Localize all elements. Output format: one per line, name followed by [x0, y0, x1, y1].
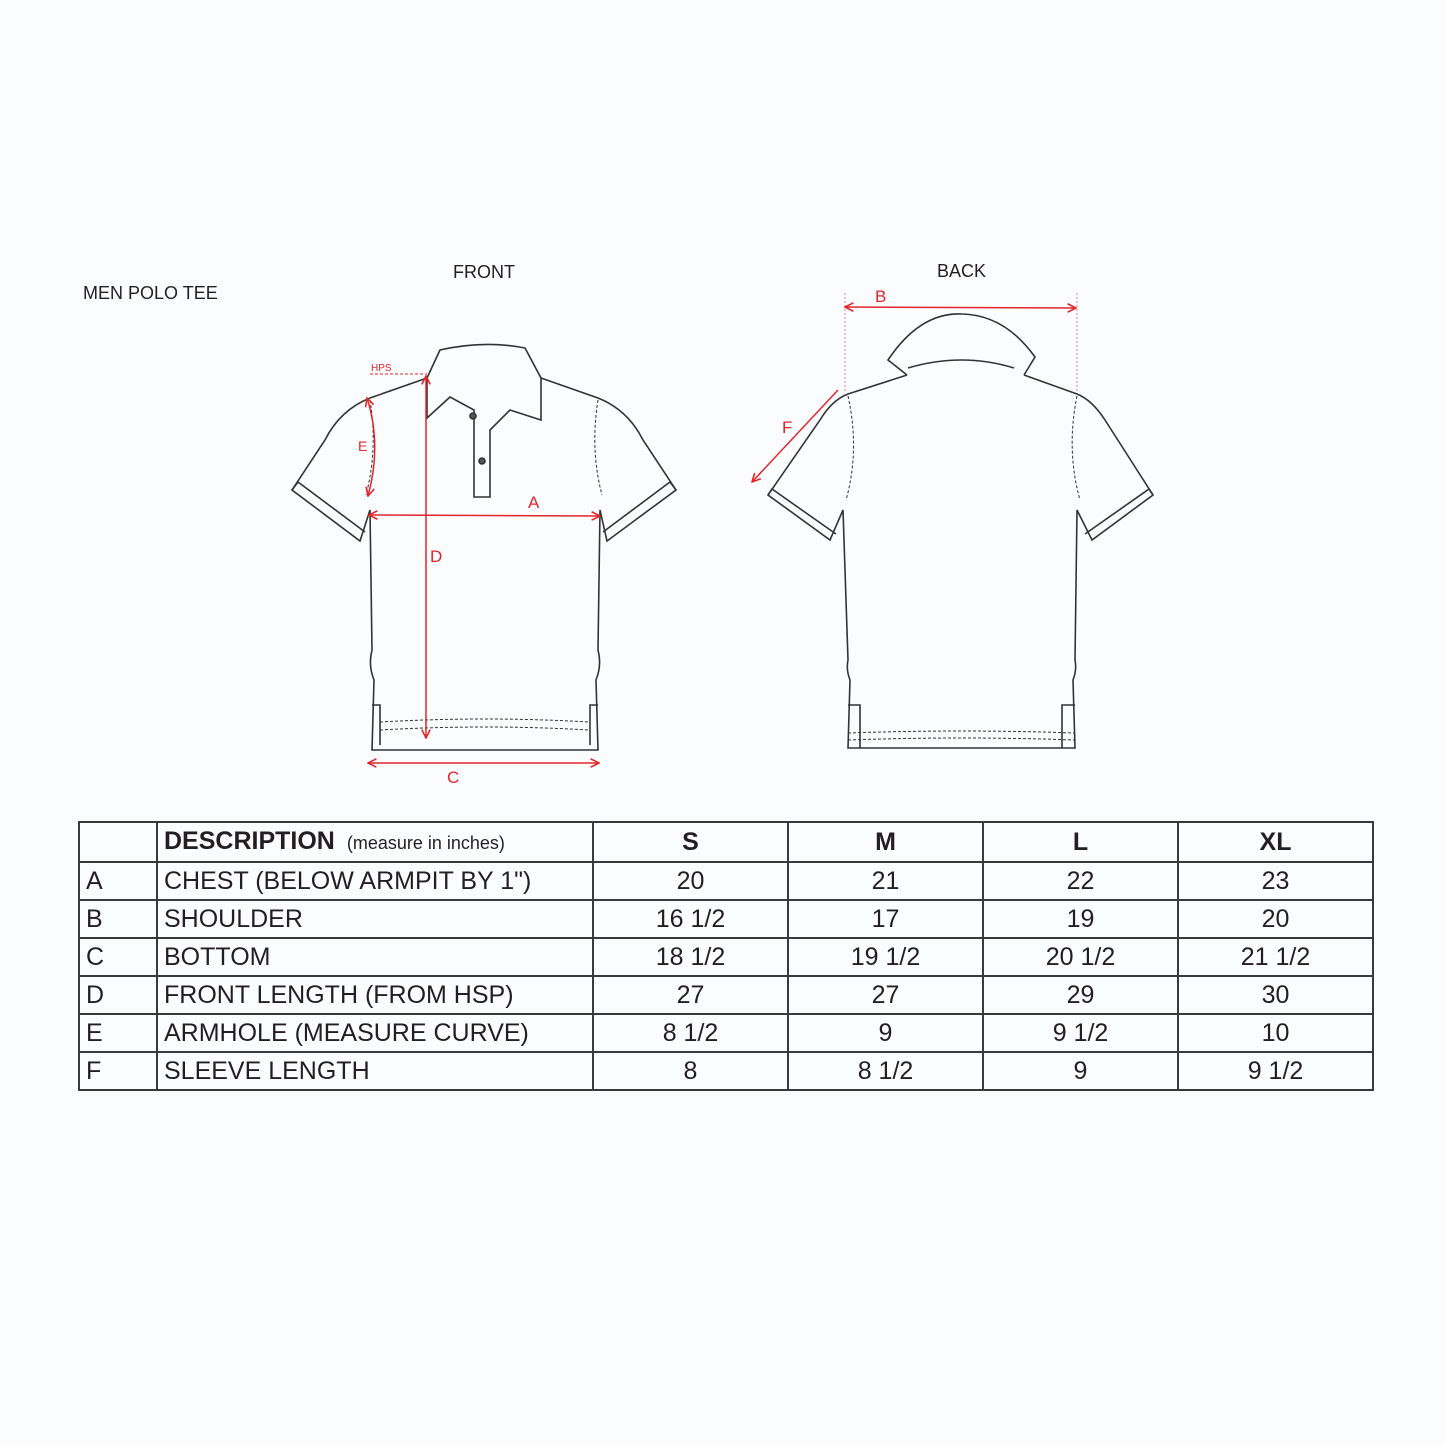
- size-value-cell: 22: [982, 861, 1179, 901]
- size-value-cell: 19: [982, 899, 1179, 939]
- back-view-label: BACK: [937, 261, 987, 281]
- row-code: E: [78, 1013, 158, 1053]
- marker-hps: HPS: [371, 363, 392, 374]
- marker-e: E: [358, 438, 367, 454]
- product-title: MEN POLO TEE: [83, 283, 218, 303]
- size-value-cell: 23: [1177, 861, 1374, 901]
- marker-f: F: [782, 418, 792, 437]
- garment-diagram: HPS A D E C B F: [290, 287, 1155, 787]
- header-code-cell: [78, 821, 158, 863]
- table-row: F SLEEVE LENGTH 8 8 1/2 9 9 1/2: [78, 1051, 1374, 1091]
- header-description: DESCRIPTION (measure in inches): [156, 821, 594, 863]
- row-description: BOTTOM: [156, 937, 594, 977]
- marker-a: A: [528, 493, 540, 512]
- size-value-cell: 16 1/2: [592, 899, 789, 939]
- table-row: E ARMHOLE (MEASURE CURVE) 8 1/2 9 9 1/2 10: [78, 1013, 1374, 1053]
- marker-b: B: [875, 287, 886, 306]
- row-description: SLEEVE LENGTH: [156, 1051, 594, 1091]
- size-value-cell: 9: [787, 1013, 984, 1053]
- size-value-cell: 27: [592, 975, 789, 1015]
- size-value-cell: 30: [1177, 975, 1374, 1015]
- table-row: B SHOULDER 16 1/2 17 19 20: [78, 899, 1374, 939]
- description-heading: DESCRIPTION: [164, 827, 335, 855]
- row-description: SHOULDER: [156, 899, 594, 939]
- marker-c: C: [447, 768, 459, 787]
- front-measure-lines: [367, 373, 600, 763]
- table-row: A CHEST (BELOW ARMPIT BY 1") 20 21 22 23: [78, 861, 1374, 901]
- size-value-cell: 20: [1177, 899, 1374, 939]
- unit-note: (measure in inches): [346, 833, 505, 853]
- size-value-cell: 9: [982, 1051, 1179, 1091]
- table-header-row: DESCRIPTION (measure in inches) S M L XL: [78, 821, 1374, 863]
- table-row: D FRONT LENGTH (FROM HSP) 27 27 29 30: [78, 975, 1374, 1015]
- row-code: B: [78, 899, 158, 939]
- front-shirt-outline: [290, 343, 678, 751]
- size-value-cell: 18 1/2: [592, 937, 789, 977]
- size-value-cell: 29: [982, 975, 1179, 1015]
- row-code: D: [78, 975, 158, 1015]
- size-chart-table: DESCRIPTION (measure in inches) S M L XL …: [78, 821, 1374, 1091]
- size-value-cell: 20 1/2: [982, 937, 1179, 977]
- size-value-cell: 20: [592, 861, 789, 901]
- size-value-cell: 8: [592, 1051, 789, 1091]
- size-value-cell: 27: [787, 975, 984, 1015]
- size-value-cell: 17: [787, 899, 984, 939]
- size-value-cell: 8 1/2: [787, 1051, 984, 1091]
- row-description: CHEST (BELOW ARMPIT BY 1"): [156, 861, 594, 901]
- marker-d: D: [430, 547, 442, 566]
- row-description: FRONT LENGTH (FROM HSP): [156, 975, 594, 1015]
- size-value-cell: 21 1/2: [1177, 937, 1374, 977]
- header-size-m: M: [787, 821, 984, 863]
- size-value-cell: 9 1/2: [1177, 1051, 1374, 1091]
- row-code: A: [78, 861, 158, 901]
- row-description: ARMHOLE (MEASURE CURVE): [156, 1013, 594, 1053]
- size-value-cell: 10: [1177, 1013, 1374, 1053]
- front-view-label: FRONT: [453, 262, 515, 282]
- size-value-cell: 9 1/2: [982, 1013, 1179, 1053]
- row-code: F: [78, 1051, 158, 1091]
- back-measure-lines: [752, 293, 1078, 482]
- header-size-s: S: [592, 821, 789, 863]
- size-value-cell: 19 1/2: [787, 937, 984, 977]
- table-row: C BOTTOM 18 1/2 19 1/2 20 1/2 21 1/2: [78, 937, 1374, 977]
- size-value-cell: 21: [787, 861, 984, 901]
- row-code: C: [78, 937, 158, 977]
- header-size-l: L: [982, 821, 1179, 863]
- size-value-cell: 8 1/2: [592, 1013, 789, 1053]
- header-size-xl: XL: [1177, 821, 1374, 863]
- back-shirt-outline: [766, 313, 1155, 749]
